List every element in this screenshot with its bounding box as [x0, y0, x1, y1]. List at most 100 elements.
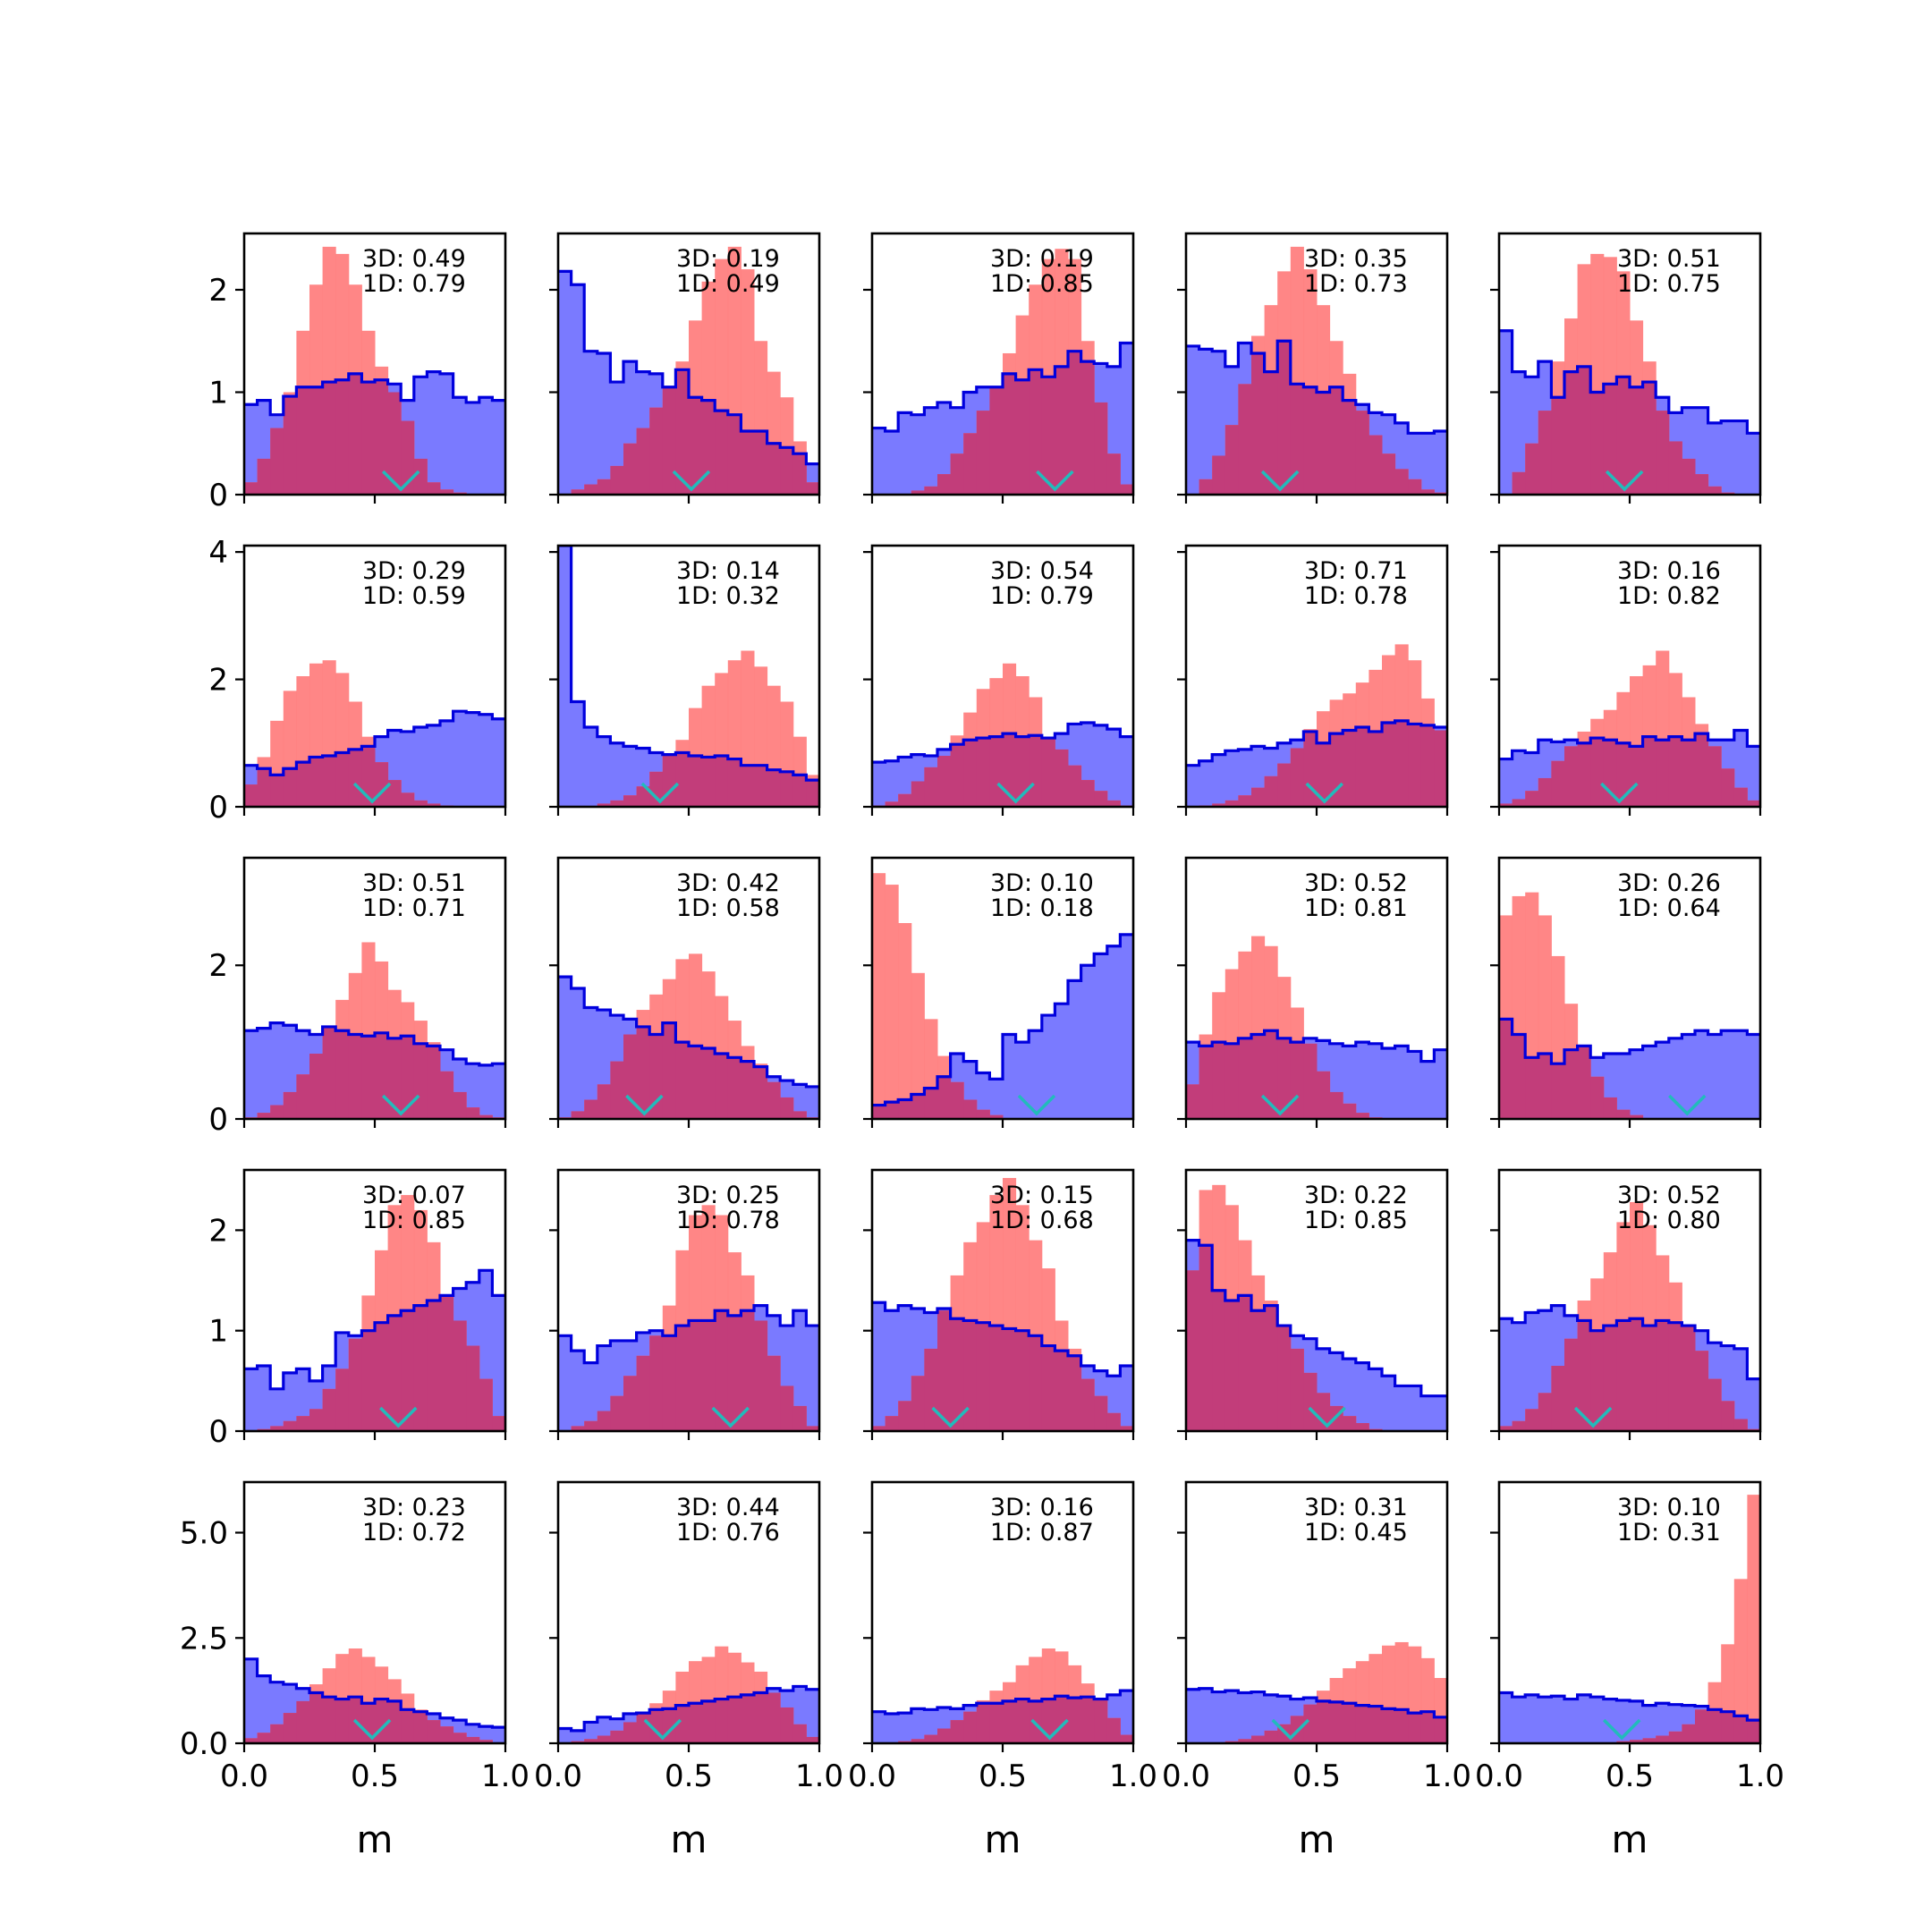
overlap-bar	[1682, 1326, 1696, 1431]
overlap-bar	[610, 1395, 624, 1431]
overlap-bar	[1355, 1423, 1369, 1431]
overlap-bar	[1551, 1366, 1565, 1431]
overlap-bar	[597, 803, 611, 807]
overlap-bar	[715, 411, 729, 495]
blue-step-outline	[244, 1268, 505, 1391]
marker-v-icon	[711, 1406, 750, 1428]
blue-step-outline	[1499, 728, 1760, 761]
overlap-bar	[1343, 1703, 1357, 1743]
overlap-bar	[780, 1097, 794, 1119]
overlap-bar	[1695, 733, 1709, 807]
overlap-bar	[689, 1046, 703, 1119]
blue-bar	[257, 1028, 271, 1119]
overlap-bar	[257, 1733, 271, 1743]
annotation-3d: 3D: 0.07	[362, 1182, 466, 1209]
overlap-bar	[335, 752, 350, 807]
marker-v-icon	[643, 1718, 682, 1741]
x-tick-label: 0.0	[220, 1758, 268, 1794]
blue-bar	[427, 724, 441, 807]
overlap-bar	[767, 769, 781, 807]
overlap-bar	[348, 373, 362, 495]
overlap-bar	[1590, 1076, 1605, 1119]
overlap-bar	[1355, 1705, 1369, 1743]
blue-bar	[898, 412, 912, 495]
overlap-bar	[1055, 749, 1069, 807]
red-bar	[1747, 1495, 1760, 1743]
blue-bar	[1420, 1395, 1435, 1431]
overlap-bar	[950, 1720, 964, 1743]
blue-bar	[1512, 1697, 1526, 1743]
overlap-bar	[792, 1111, 807, 1119]
blue-bar	[492, 1295, 505, 1431]
blue-bar	[1499, 1318, 1513, 1431]
blue-bar	[806, 1086, 819, 1119]
blue-bar	[571, 701, 585, 807]
overlap-bar	[1303, 386, 1318, 495]
overlap-bar	[623, 1376, 638, 1431]
overlap-bar	[257, 1113, 271, 1119]
blue-bar	[244, 1030, 258, 1119]
panel-plot-area	[558, 1205, 819, 1431]
y-tick-label: 2	[208, 663, 228, 699]
overlap-bar	[413, 800, 428, 807]
x-tick-label: 0.0	[1162, 1758, 1210, 1794]
overlap-bar	[872, 1426, 886, 1431]
overlap-bar	[597, 1735, 611, 1743]
annotation-3d: 3D: 0.22	[1304, 1182, 1408, 1209]
annotation-1d: 1D: 0.31	[1617, 1519, 1721, 1546]
overlap-bar	[1080, 780, 1095, 807]
overlap-bar	[1394, 1709, 1409, 1743]
marker-v-icon	[1605, 470, 1644, 492]
overlap-bar	[754, 1692, 768, 1743]
annotation-1d: 1D: 0.79	[362, 270, 466, 298]
x-tick-label: 1.0	[1736, 1758, 1784, 1794]
overlap-bar	[1368, 731, 1383, 807]
overlap-bar	[1656, 411, 1670, 495]
blue-bar	[1577, 1694, 1591, 1743]
overlap-bar	[1238, 384, 1252, 495]
overlap-bar	[1003, 373, 1017, 495]
overlap-bar	[1277, 1038, 1292, 1119]
overlap-bar	[1564, 371, 1579, 495]
overlap-bar	[911, 781, 925, 807]
panel-plot-area	[558, 546, 819, 807]
overlap-bar	[1434, 730, 1447, 807]
overlap-bar	[1538, 1054, 1552, 1119]
overlap-bar	[701, 1047, 716, 1119]
blue-bar	[558, 977, 572, 1119]
overlap-bar	[1080, 1378, 1095, 1431]
overlap-bar	[1630, 1740, 1644, 1743]
overlap-bar	[322, 756, 336, 807]
panel-plot-area	[872, 663, 1133, 807]
overlap-bar	[296, 386, 310, 495]
y-tick-label: 2	[208, 948, 228, 984]
overlap-bar	[1538, 777, 1552, 807]
overlap-bar	[296, 762, 310, 807]
blue-bar	[283, 1372, 297, 1431]
overlap-bar	[1603, 384, 1617, 495]
overlap-bar	[1733, 1419, 1748, 1431]
overlap-bar	[413, 1043, 428, 1119]
blue-bar	[792, 1084, 807, 1119]
overlap-bar	[1068, 1698, 1082, 1743]
overlap-bar	[1106, 453, 1121, 495]
overlap-bar	[401, 792, 415, 807]
overlap-bar	[1029, 735, 1043, 807]
annotation-1d: 1D: 0.72	[362, 1519, 466, 1546]
overlap-bar	[1003, 1328, 1017, 1431]
panel-plot-area	[1499, 253, 1760, 495]
overlap-bar	[401, 1310, 415, 1431]
overlap-bar	[309, 1692, 324, 1743]
overlap-bar	[1329, 733, 1343, 807]
overlap-bar	[387, 1700, 402, 1743]
overlap-bar	[335, 379, 350, 495]
blue-bar	[1003, 1034, 1017, 1119]
annotation-3d: 3D: 0.10	[990, 869, 1094, 897]
blue-bar	[792, 1310, 807, 1431]
marker-v-icon	[931, 1406, 970, 1428]
overlap-bar	[1538, 1393, 1552, 1431]
overlap-bar	[1564, 746, 1579, 807]
overlap-bar	[492, 1416, 505, 1431]
